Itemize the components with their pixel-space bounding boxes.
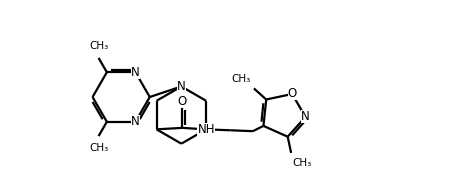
Text: CH₃: CH₃ [231, 74, 250, 84]
Text: N: N [300, 111, 309, 124]
Text: O: O [177, 95, 187, 108]
Text: CH₃: CH₃ [292, 158, 311, 168]
Text: N: N [131, 66, 140, 79]
Text: O: O [287, 87, 296, 101]
Text: N: N [131, 115, 140, 128]
Text: CH₃: CH₃ [89, 41, 108, 51]
Text: N: N [177, 80, 185, 93]
Text: NH: NH [197, 123, 214, 136]
Text: CH₃: CH₃ [89, 143, 108, 153]
